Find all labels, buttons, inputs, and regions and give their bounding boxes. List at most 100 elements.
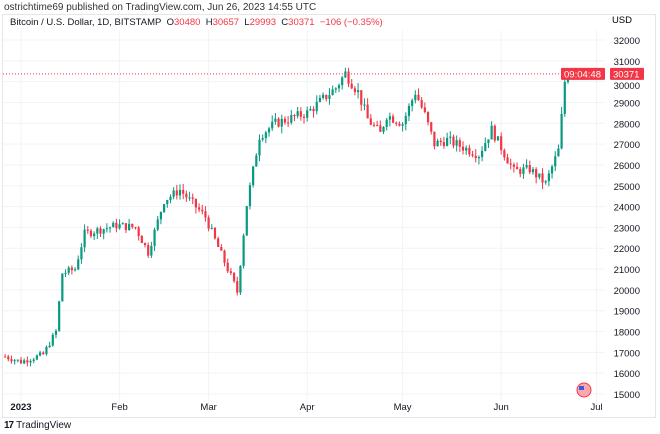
candle: [264, 132, 267, 139]
candle: [560, 113, 563, 149]
candle: [388, 116, 391, 120]
candle: [29, 360, 32, 363]
candle: [411, 100, 414, 106]
candle: [213, 227, 217, 239]
candle: [86, 229, 89, 231]
candle: [430, 122, 433, 132]
candle: [239, 265, 242, 293]
y-tick-label: 32000: [614, 36, 640, 47]
candle: [153, 229, 156, 247]
countdown-badge: [561, 67, 605, 80]
open-value: 30480: [174, 17, 201, 28]
y-tick-label: 22000: [614, 244, 640, 255]
candle: [481, 150, 484, 158]
candle: [322, 94, 325, 98]
candle: [477, 157, 481, 159]
candle: [519, 169, 522, 174]
tradingview-logo[interactable]: 17 TradingView: [4, 420, 71, 431]
x-tick-label: Jun: [494, 402, 509, 413]
y-tick-label: 17000: [614, 348, 640, 359]
candle: [134, 227, 137, 229]
candle: [404, 115, 407, 125]
high-value: 30657: [212, 17, 240, 28]
candle: [159, 211, 163, 220]
candle: [226, 262, 229, 272]
candle: [347, 71, 350, 84]
candle: [194, 198, 197, 208]
candle: [143, 243, 147, 246]
candle: [468, 147, 471, 155]
candle: [169, 196, 172, 201]
candle: [96, 228, 99, 234]
tv-logo-icon: 17: [4, 420, 14, 431]
candle: [54, 330, 58, 335]
candle: [474, 155, 477, 159]
candle: [274, 118, 277, 122]
candle: [207, 217, 210, 229]
candle: [128, 223, 131, 230]
candle: [163, 204, 166, 212]
symbol-legend: Bitcoin / U.S. Dollar, 1D, BITSTAMP O304…: [10, 17, 383, 28]
candle: [420, 100, 423, 108]
candle: [140, 235, 143, 244]
candle: [550, 166, 554, 174]
open-label: O: [166, 17, 175, 28]
candle: [220, 246, 223, 251]
candle: [112, 222, 115, 228]
candle: [465, 147, 468, 151]
publisher-line: ostrichtime69 published on TradingView.c…: [4, 2, 317, 13]
candle: [64, 272, 67, 274]
candle: [563, 81, 566, 114]
candle: [401, 124, 404, 126]
candle: [67, 267, 70, 273]
candle: [271, 121, 274, 129]
y-tick-label: 28000: [614, 119, 640, 130]
candle: [531, 169, 535, 173]
candle: [312, 108, 315, 112]
candle: [131, 223, 134, 228]
y-tick-label: 25000: [614, 182, 640, 193]
candle: [70, 267, 73, 271]
candle: [471, 154, 474, 156]
candle: [538, 173, 541, 178]
y-tick-label: 21000: [614, 265, 640, 276]
candle: [204, 211, 207, 218]
candle: [217, 238, 220, 247]
candle: [334, 88, 337, 90]
candle: [10, 359, 13, 362]
candle: [45, 346, 48, 355]
close-value: 30371: [288, 17, 315, 28]
x-tick-label: Jul: [591, 402, 603, 413]
y-tick-label: 15000: [614, 390, 640, 401]
candle: [201, 209, 204, 212]
countdown-timer: 09:04:48: [564, 69, 601, 80]
candle: [512, 164, 515, 167]
candle: [442, 142, 446, 146]
candle: [102, 229, 105, 234]
candle: [446, 137, 449, 146]
candle: [172, 190, 175, 197]
y-tick-label: 31000: [614, 57, 640, 68]
candle: [150, 246, 153, 256]
candle: [369, 118, 372, 125]
candle: [493, 125, 496, 141]
candle: [299, 111, 302, 117]
y-tick-label: 20000: [614, 286, 640, 297]
candle: [309, 108, 312, 111]
y-tick-label: 23000: [614, 223, 640, 234]
candle: [175, 190, 178, 196]
y-tick-label: 16000: [614, 369, 640, 380]
y-tick-label: 18000: [614, 328, 640, 339]
low-value: 29993: [249, 17, 277, 28]
candle: [258, 139, 261, 156]
candle: [283, 118, 287, 123]
x-tick-label: Apr: [300, 402, 315, 413]
candle: [535, 169, 538, 178]
candle: [436, 140, 439, 147]
candle: [391, 116, 395, 123]
candle: [484, 143, 487, 151]
candle: [461, 146, 465, 151]
candle: [500, 136, 503, 151]
candle: [506, 157, 509, 164]
